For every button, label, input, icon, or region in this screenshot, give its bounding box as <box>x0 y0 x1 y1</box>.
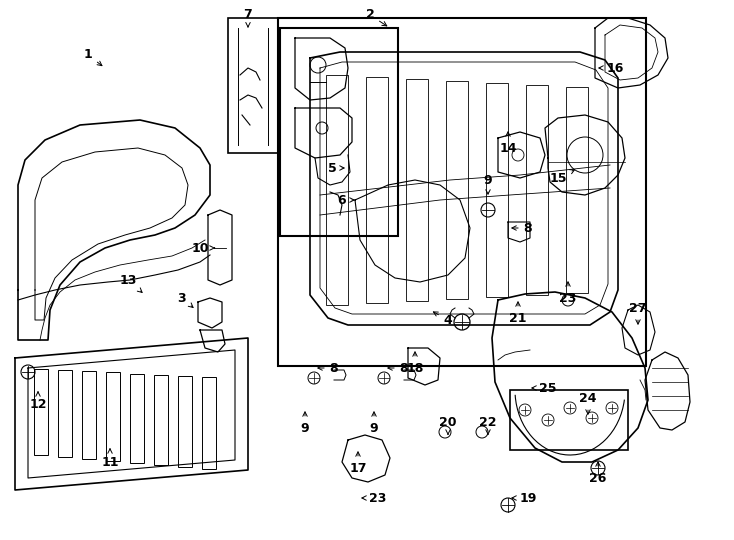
Bar <box>566 87 588 293</box>
Text: 24: 24 <box>579 392 597 414</box>
Text: 9: 9 <box>484 173 493 194</box>
Text: 2: 2 <box>366 9 387 26</box>
Text: 23: 23 <box>559 282 577 305</box>
Text: 25: 25 <box>532 381 557 395</box>
Bar <box>202 377 216 469</box>
Text: 6: 6 <box>338 193 354 206</box>
Text: 8: 8 <box>318 361 338 375</box>
Text: 4: 4 <box>433 312 452 327</box>
Text: 12: 12 <box>29 392 47 411</box>
Bar <box>406 79 428 301</box>
Text: 16: 16 <box>599 62 624 75</box>
Text: 5: 5 <box>327 161 344 174</box>
Text: 11: 11 <box>101 449 119 469</box>
Bar <box>486 83 508 297</box>
Text: 13: 13 <box>120 273 142 293</box>
Bar <box>280 28 398 236</box>
Bar <box>82 371 96 459</box>
Bar <box>446 81 468 299</box>
Text: 22: 22 <box>479 415 497 434</box>
Text: 15: 15 <box>549 170 575 185</box>
Text: 9: 9 <box>370 412 378 435</box>
Bar <box>278 18 646 366</box>
Text: 3: 3 <box>178 292 193 307</box>
Text: 18: 18 <box>407 352 424 375</box>
Text: 14: 14 <box>499 132 517 154</box>
Text: 23: 23 <box>362 491 387 504</box>
Text: 26: 26 <box>589 462 607 484</box>
Text: 9: 9 <box>301 412 309 435</box>
Bar <box>34 369 48 455</box>
Bar <box>366 77 388 303</box>
Text: 27: 27 <box>629 301 647 324</box>
Text: 1: 1 <box>84 49 102 66</box>
Text: 8: 8 <box>512 221 532 234</box>
Text: 17: 17 <box>349 452 367 475</box>
Bar <box>228 18 278 153</box>
Text: 21: 21 <box>509 302 527 325</box>
Bar <box>106 372 120 461</box>
Text: 20: 20 <box>439 415 457 434</box>
Text: 7: 7 <box>244 8 252 27</box>
Text: 19: 19 <box>512 491 537 504</box>
Bar <box>130 374 144 463</box>
Text: 8: 8 <box>388 361 408 375</box>
Text: 10: 10 <box>192 241 214 254</box>
Bar <box>178 376 192 467</box>
Bar <box>326 75 348 305</box>
Bar <box>154 375 168 465</box>
Bar <box>58 370 72 457</box>
Bar <box>526 85 548 295</box>
Bar <box>510 390 628 450</box>
